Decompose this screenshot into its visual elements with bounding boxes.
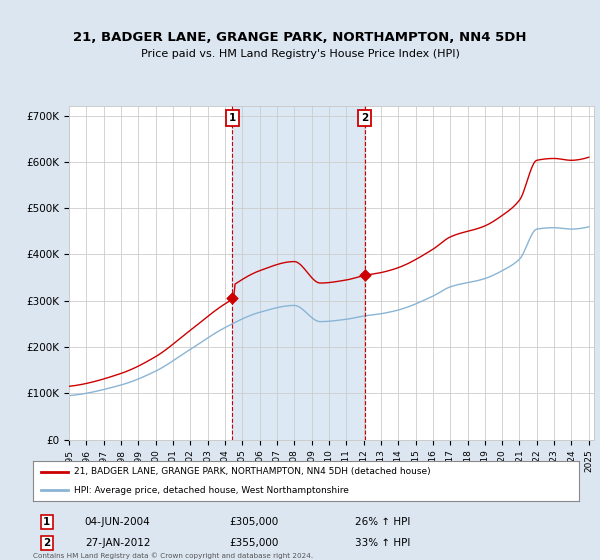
Text: £305,000: £305,000 <box>230 517 279 527</box>
Bar <box>232 106 365 440</box>
Text: 33% ↑ HPI: 33% ↑ HPI <box>355 538 410 548</box>
Text: Contains HM Land Registry data © Crown copyright and database right 2024.: Contains HM Land Registry data © Crown c… <box>33 552 313 559</box>
Point <box>360 271 370 280</box>
Text: 2: 2 <box>43 538 50 548</box>
Text: 27-JAN-2012: 27-JAN-2012 <box>85 538 151 548</box>
Text: Price paid vs. HM Land Registry's House Price Index (HPI): Price paid vs. HM Land Registry's House … <box>140 49 460 59</box>
Text: HPI: Average price, detached house, West Northamptonshire: HPI: Average price, detached house, West… <box>74 486 349 495</box>
Text: 1: 1 <box>43 517 50 527</box>
Text: 21, BADGER LANE, GRANGE PARK, NORTHAMPTON, NN4 5DH (detached house): 21, BADGER LANE, GRANGE PARK, NORTHAMPTO… <box>74 467 431 476</box>
Text: 04-JUN-2004: 04-JUN-2004 <box>85 517 151 527</box>
Text: 21, BADGER LANE, GRANGE PARK, NORTHAMPTON, NN4 5DH: 21, BADGER LANE, GRANGE PARK, NORTHAMPTO… <box>73 31 527 44</box>
Text: £355,000: £355,000 <box>230 538 279 548</box>
Text: 2: 2 <box>361 113 368 123</box>
Text: 26% ↑ HPI: 26% ↑ HPI <box>355 517 410 527</box>
Point <box>227 294 237 303</box>
Text: 1: 1 <box>229 113 236 123</box>
